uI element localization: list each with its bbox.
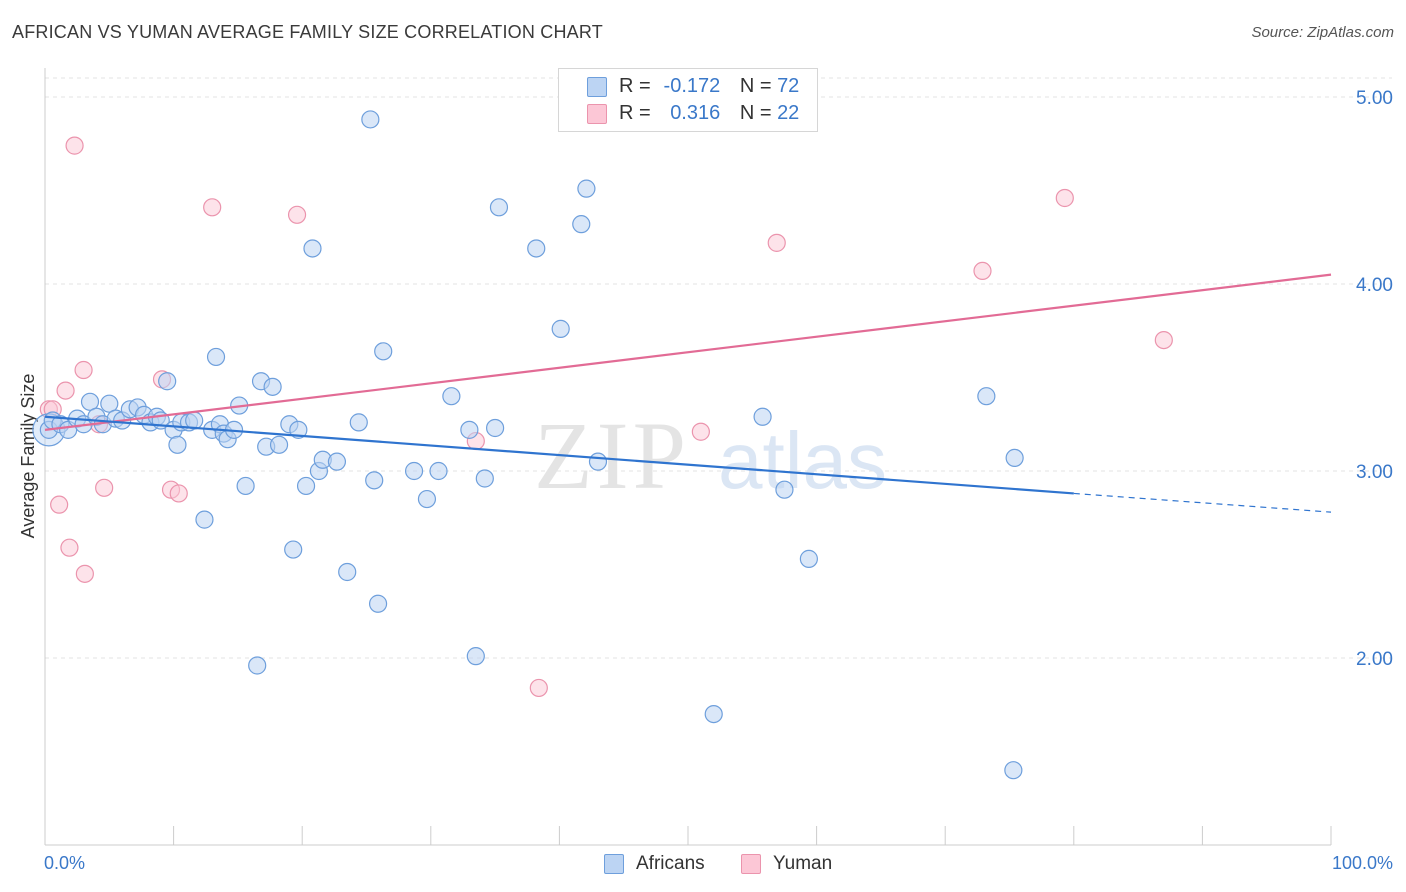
bottom-legend-africans: Africans: [636, 853, 705, 874]
africans-point: [551, 319, 570, 338]
africans-point: [368, 594, 388, 613]
africans-point: [588, 452, 608, 471]
bottom-legend-yuman-swatch: [741, 854, 761, 874]
africans-swatch: [587, 77, 607, 97]
y-tick-label: 4.00: [1356, 275, 1393, 296]
yuman-point: [529, 678, 548, 698]
watermark-atlas: atlas: [718, 416, 887, 505]
x-tick-labels: 0.0% 100.0%: [44, 853, 1393, 873]
africans-point: [349, 413, 368, 432]
africans-point: [489, 198, 509, 217]
africans-point: [263, 377, 282, 396]
yuman-point: [65, 136, 84, 155]
africans-trend-line: [44, 415, 1074, 495]
africans-point: [284, 540, 303, 559]
africans-point: [475, 469, 494, 488]
yuman-r-value: 0.316: [670, 102, 721, 124]
yuman-n-value: 22: [777, 102, 800, 124]
yuman-point: [287, 205, 307, 224]
watermark: ZIP atlas: [534, 402, 887, 509]
africans-point: [775, 480, 794, 499]
africans-point: [753, 407, 772, 426]
africans-point: [374, 342, 393, 361]
trend-lines: [44, 273, 1332, 513]
yuman-point: [74, 360, 93, 380]
africans-point: [206, 347, 226, 367]
yuman-point: [203, 198, 222, 217]
africans-trend-extension: [1073, 492, 1332, 513]
y-tick-label: 5.00: [1356, 88, 1393, 109]
africans-point: [704, 704, 723, 724]
yuman-n-label: N =: [739, 102, 772, 124]
yuman-point: [1055, 188, 1074, 208]
africans-n-value: 72: [777, 75, 800, 97]
yuman-point: [973, 261, 992, 281]
chart-title: AFRICAN VS YUMAN AVERAGE FAMILY SIZE COR…: [12, 22, 603, 42]
africans-point: [327, 452, 347, 471]
africans-point: [361, 110, 380, 129]
source-label: Source: ZipAtlas.com: [1251, 24, 1394, 41]
y-tick-label: 3.00: [1356, 462, 1393, 483]
yuman-swatch: [587, 104, 607, 124]
yuman-point: [691, 422, 710, 441]
africans-point: [365, 471, 384, 490]
yuman-point: [1154, 331, 1173, 350]
africans-point: [248, 656, 267, 675]
y-tick-label: 2.00: [1356, 649, 1393, 670]
africans-point: [486, 418, 505, 438]
africans-point: [799, 549, 818, 568]
africans-point: [1004, 761, 1023, 780]
yuman-point: [767, 233, 786, 252]
africans-r-value: -0.172: [663, 75, 721, 97]
yuman-point: [169, 484, 188, 503]
africans-point: [404, 461, 424, 481]
africans-point: [977, 387, 996, 406]
yuman-point: [95, 478, 114, 497]
africans-point: [338, 562, 357, 582]
x-tick-label-min: 0.0%: [44, 853, 85, 873]
bottom-legend-africans-swatch: [604, 854, 624, 874]
africans-point: [1005, 448, 1024, 468]
yuman-stats: R = 0.316 N = 22: [619, 100, 799, 126]
africans-point: [289, 420, 308, 439]
africans-point: [460, 420, 479, 439]
yuman-r-label: R =: [619, 102, 651, 124]
africans-point: [269, 435, 289, 454]
africans-r-label: R =: [619, 75, 651, 97]
africans-n-label: N =: [739, 75, 772, 97]
africans-point: [577, 179, 596, 198]
africans-point: [168, 435, 187, 454]
yuman-trend-line: [44, 273, 1332, 431]
africans-point: [236, 476, 255, 496]
africans-point: [572, 215, 591, 234]
yuman-point: [50, 495, 69, 514]
y-axis-label: Average Family Size: [18, 374, 38, 539]
africans-stats: R = -0.172 N = 72: [619, 73, 799, 99]
yuman-point: [60, 538, 79, 557]
africans-point: [527, 239, 546, 258]
yuman-points: [39, 136, 1173, 698]
x-tick-label-max: 100.0%: [1332, 853, 1393, 873]
africans-point: [80, 392, 100, 411]
africans-point: [158, 372, 177, 391]
yuman-point: [56, 381, 75, 400]
africans-point: [303, 239, 322, 258]
africans-point: [195, 510, 214, 529]
y-tick-labels: 2.00 3.00 4.00 5.00: [1356, 88, 1393, 670]
grid-lines: [45, 77, 1392, 659]
bottom-legend-yuman: Yuman: [773, 853, 833, 874]
africans-point: [466, 647, 485, 666]
africans-point: [296, 476, 316, 496]
africans-point: [100, 394, 119, 413]
stats-legend: R = -0.172 N = 72 R = 0.316 N = 22: [558, 68, 818, 132]
yuman-point: [75, 564, 94, 583]
africans-point: [442, 387, 461, 406]
axes: [44, 68, 1332, 846]
africans-point: [429, 461, 448, 481]
africans-point: [417, 489, 437, 509]
